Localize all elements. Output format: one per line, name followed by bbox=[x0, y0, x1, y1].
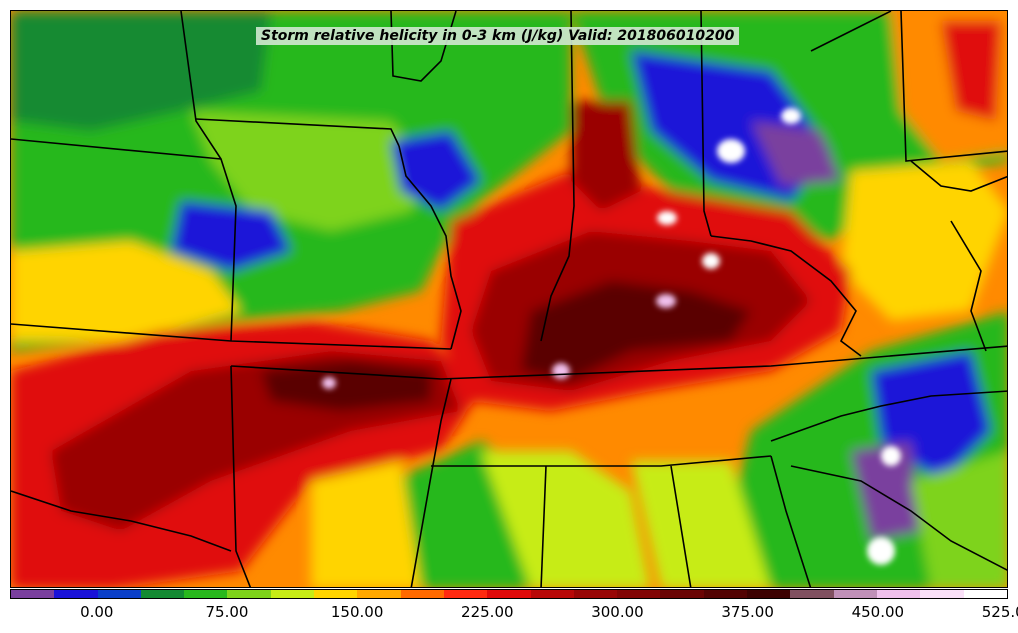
colorbar bbox=[10, 589, 1008, 599]
boundary-line bbox=[810, 11, 892, 52]
colorbar-segment bbox=[833, 590, 877, 598]
white-spot-ohio bbox=[717, 139, 745, 163]
map-title: Storm relative helicity in 0-3 km (J/kg)… bbox=[256, 27, 740, 45]
purple-region-carolina bbox=[851, 441, 921, 541]
colorbar-segment bbox=[54, 590, 98, 598]
light-green-region-southeast bbox=[911, 451, 1007, 587]
colorbar-segment bbox=[443, 590, 488, 598]
white-spot-ohio-east bbox=[781, 108, 801, 124]
white-spot-carolina bbox=[867, 537, 895, 565]
colorbar-segment bbox=[97, 590, 141, 598]
colorbar-segment bbox=[530, 590, 574, 598]
white-spot-kentucky bbox=[702, 253, 720, 269]
colorbar-tick-label: 300.00 bbox=[591, 603, 644, 621]
pink-spot-kentucky bbox=[656, 294, 676, 308]
colorbar-tick-label: 0.00 bbox=[80, 603, 114, 621]
boundary-line bbox=[11, 490, 232, 552]
colorbar-tick-label: 150.00 bbox=[330, 603, 384, 621]
colorbar-segment bbox=[227, 590, 271, 598]
boundary-line bbox=[700, 11, 712, 237]
boundary-line bbox=[11, 138, 222, 160]
dark-red-region-illinois bbox=[571, 101, 641, 211]
boundary-line bbox=[431, 455, 772, 467]
boundary-line bbox=[670, 465, 692, 587]
boundary-line bbox=[195, 118, 400, 147]
boundary-line bbox=[230, 365, 252, 587]
yellow-region-south bbox=[311, 461, 421, 587]
white-spot-appalachia bbox=[881, 446, 901, 466]
boundary-line bbox=[180, 11, 237, 342]
colorbar-segment bbox=[487, 590, 531, 598]
pink-spot-west bbox=[322, 377, 336, 389]
boundary-line bbox=[770, 390, 1007, 442]
colorbar-segment bbox=[400, 590, 444, 598]
colorbar-tick-label: 75.00 bbox=[205, 603, 249, 621]
boundary-line bbox=[950, 220, 987, 352]
colorbar-tick-label: 525.00 bbox=[981, 603, 1018, 621]
helicity-map: Storm relative helicity in 0-3 km (J/kg)… bbox=[10, 10, 1008, 588]
colorbar-segment bbox=[140, 590, 185, 598]
boundary-line bbox=[770, 455, 812, 587]
colorbar-tick-label: 450.00 bbox=[851, 603, 905, 621]
field-regions bbox=[11, 11, 1007, 587]
colorbar-segment bbox=[314, 590, 358, 598]
boundary-line bbox=[710, 235, 862, 357]
colorbar-segment bbox=[573, 590, 618, 598]
boundary-line bbox=[11, 323, 452, 350]
boundary-line bbox=[410, 378, 452, 587]
blue-region-missouri bbox=[171, 201, 291, 271]
boundary-line bbox=[540, 465, 547, 587]
colorbar-segment bbox=[11, 590, 55, 598]
yellow-green-region-alabama bbox=[631, 461, 771, 587]
purple-region-ohio bbox=[751, 121, 841, 186]
maroon-region-central bbox=[521, 281, 751, 381]
boundary-line bbox=[398, 145, 462, 350]
colorbar-tick-label: 375.00 bbox=[721, 603, 774, 621]
yellow-region-east bbox=[841, 161, 1007, 321]
colorbar-segment bbox=[270, 590, 315, 598]
colorbar-segment bbox=[747, 590, 791, 598]
colorbar-tick-labels: 0.00 75.00 150.00 225.00 300.00 375.00 450.00 5… bbox=[10, 603, 1018, 625]
colorbar-segment bbox=[703, 590, 748, 598]
colorbar-segment bbox=[920, 590, 964, 598]
boundary-line bbox=[900, 11, 1007, 162]
boundary-line bbox=[230, 345, 1007, 380]
state-boundaries bbox=[11, 11, 1007, 587]
colorbar-segment bbox=[660, 590, 704, 598]
red-region-northeast bbox=[941, 21, 1001, 121]
helicity-field bbox=[11, 11, 1007, 587]
colorbar-segment bbox=[184, 590, 228, 598]
colorbar-segment bbox=[790, 590, 834, 598]
dark-green-region-north bbox=[11, 11, 271, 131]
colorbar-segment bbox=[617, 590, 661, 598]
boundary-line bbox=[790, 465, 1007, 571]
colorbar-tick-label: 225.00 bbox=[461, 603, 514, 621]
light-green-region-iowa bbox=[191, 111, 431, 231]
yellow-green-region-south bbox=[481, 451, 651, 587]
pink-spot-tennessee bbox=[552, 363, 570, 379]
boundary-line bbox=[910, 160, 1007, 192]
white-spot-indiana bbox=[657, 211, 677, 225]
yellow-region-west bbox=[11, 241, 241, 341]
colorbar-segment bbox=[357, 590, 401, 598]
colorbar-segment bbox=[876, 590, 921, 598]
colorbar-segment bbox=[963, 590, 1007, 598]
boundary-line bbox=[540, 11, 575, 342]
maroon-region-west bbox=[261, 361, 431, 411]
field-highlights bbox=[322, 108, 901, 565]
blue-region-wisconsin bbox=[391, 131, 481, 211]
